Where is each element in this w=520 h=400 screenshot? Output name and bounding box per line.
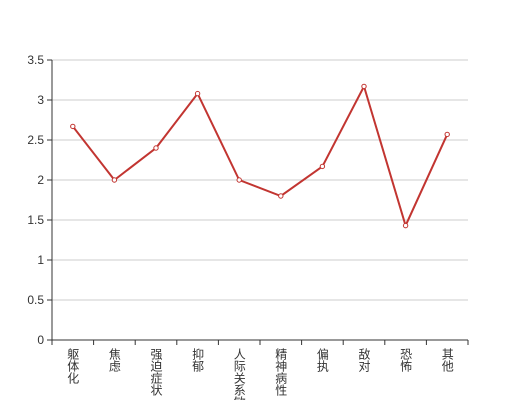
point [194, 90, 201, 97]
line [72, 83, 449, 229]
x-tick-label: 人际关系敏感 [232, 348, 246, 400]
y-tick-label: 3 [37, 93, 44, 107]
point [70, 123, 76, 130]
point [153, 145, 159, 151]
x-tick-label: 强迫症状 [149, 348, 163, 396]
x-tick-label: 抑郁 [191, 347, 205, 373]
y-tick-label: 0.5 [27, 293, 44, 307]
y-tick-label: 0 [37, 333, 44, 347]
point [278, 193, 284, 199]
point [402, 222, 409, 229]
x-tick-label: 其他 [440, 348, 454, 372]
y-tick-label: 1.5 [27, 213, 44, 227]
x-tick-label: 敌对 [357, 347, 371, 372]
y-tick-label: 2 [37, 173, 44, 187]
point [111, 177, 118, 183]
point [361, 83, 367, 90]
point [444, 131, 450, 138]
x-tick-label: 偏执 [315, 347, 329, 373]
x-tick-label: 焦虑 [107, 348, 121, 372]
y-tick-label: 2.5 [27, 133, 44, 147]
x-tick-label: 躯体化 [66, 347, 80, 385]
x-tick-label: 精神病性 [274, 348, 288, 397]
point [236, 177, 242, 183]
y-tick-label: 3.5 [27, 53, 44, 67]
point [319, 163, 326, 170]
x-tick-label: 恐怖 [399, 348, 413, 372]
y-tick-label: 1 [37, 253, 44, 267]
